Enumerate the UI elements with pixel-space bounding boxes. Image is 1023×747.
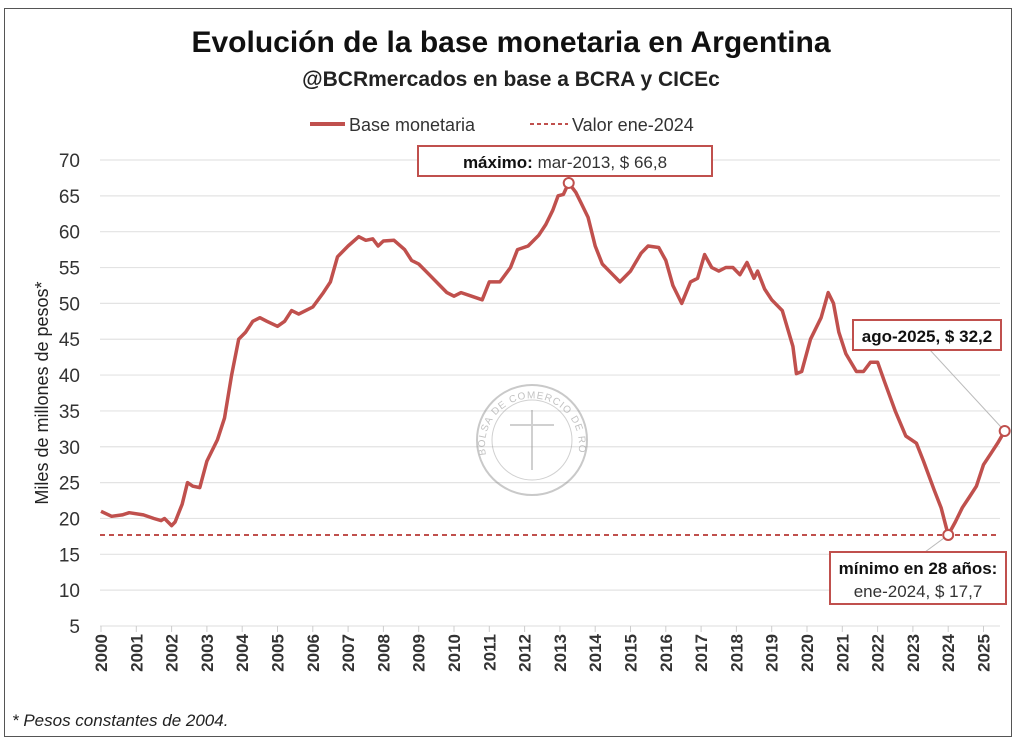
- legend-label-base: Base monetaria: [349, 115, 476, 135]
- y-tick-label: 55: [59, 259, 80, 280]
- x-tick-label: 2001: [127, 634, 146, 672]
- x-tick-label: 2009: [410, 634, 429, 672]
- annotation-max: máximo: mar-2013, $ 66,8: [463, 153, 667, 172]
- x-tick-label: 2015: [622, 634, 641, 672]
- marker-min: [942, 528, 955, 541]
- y-tick-label: 50: [59, 294, 80, 315]
- x-tick-label: 2014: [586, 633, 605, 671]
- x-tick-label: 2020: [798, 634, 817, 672]
- x-tick-label: 2019: [763, 634, 782, 672]
- x-tick-label: 2003: [198, 634, 217, 672]
- y-tick-label: 45: [59, 330, 80, 351]
- x-tick-label: 2017: [692, 634, 711, 672]
- annotation-box-max: [417, 145, 713, 177]
- annotation-min-title: mínimo en 28 años:: [839, 559, 998, 578]
- chart-frame: [4, 8, 1012, 737]
- y-tick-label: 30: [59, 438, 80, 459]
- x-tick-label: 2008: [374, 634, 393, 672]
- x-tick-label: 2002: [163, 634, 182, 672]
- series-line-base-monetaria: [100, 181, 1007, 537]
- x-tick-label: 2013: [551, 634, 570, 672]
- y-tick-label: 65: [59, 187, 80, 208]
- x-tick-label: 2016: [657, 634, 676, 672]
- y-tick-label: 20: [59, 509, 80, 530]
- annotation-box-last: [852, 319, 1002, 351]
- marker-max: [562, 176, 575, 189]
- annotation-box-min: [829, 551, 1007, 605]
- y-tick-label: 5: [69, 617, 80, 638]
- annotation-last: ago-2025, $ 32,2: [862, 327, 992, 346]
- chart-subtitle: @BCRmercados en base a BCRA y CICEc: [302, 68, 720, 91]
- x-tick-label: 2005: [269, 634, 288, 672]
- x-tick-label: 2021: [833, 634, 852, 672]
- x-tick-label: 2018: [727, 634, 746, 672]
- footnote: * Pesos constantes de 2004.: [12, 711, 228, 730]
- y-axis-label: Miles de millones de pesos*: [32, 281, 52, 504]
- x-tick-label: 2007: [339, 634, 358, 672]
- x-tick-label: 2000: [92, 634, 111, 672]
- x-tick-label: 2006: [304, 634, 323, 672]
- x-tick-label: 2023: [904, 634, 923, 672]
- annotation-min: ene-2024, $ 17,7: [854, 582, 983, 601]
- y-tick-label: 60: [59, 223, 80, 244]
- y-tick-label: 10: [59, 581, 80, 602]
- chart-title: Evolución de la base monetaria en Argent…: [191, 26, 830, 59]
- x-tick-label: 2004: [233, 633, 252, 671]
- legend-label-ref: Valor ene-2024: [572, 115, 694, 135]
- leader-line-last: [929, 349, 1006, 432]
- x-tick-label: 2022: [869, 634, 888, 672]
- x-tick-label: 2025: [975, 634, 994, 672]
- x-tick-label: 2011: [480, 634, 499, 671]
- legend: Base monetaria Valor ene-2024: [310, 115, 694, 135]
- marker-last: [998, 424, 1011, 437]
- y-tick-label: 15: [59, 545, 80, 566]
- y-tick-label: 25: [59, 474, 80, 495]
- y-tick-label: 40: [59, 366, 80, 387]
- y-tick-label: 70: [59, 151, 80, 172]
- x-tick-label: 2012: [516, 634, 535, 672]
- x-tick-label: 2010: [445, 634, 464, 672]
- x-tick-label: 2024: [939, 633, 958, 671]
- y-tick-label: 35: [59, 402, 80, 423]
